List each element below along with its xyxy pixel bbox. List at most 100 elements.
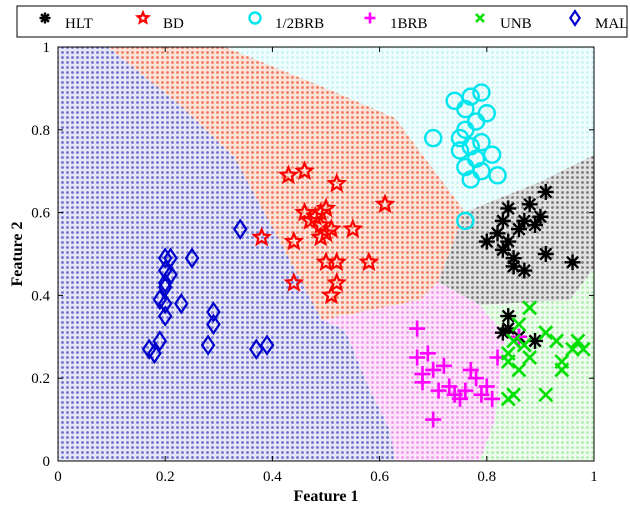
data-point: [374, 193, 396, 214]
series-unb: [500, 300, 591, 407]
data-point: [565, 341, 580, 357]
data-point: [554, 362, 570, 378]
data-point: [538, 387, 554, 403]
legend-label: 1BRB: [390, 16, 428, 32]
data-point: [457, 382, 474, 399]
data-point: [549, 333, 564, 349]
data-point: [482, 145, 502, 164]
data-point: [489, 225, 506, 242]
data-point: [409, 320, 426, 337]
data-point: [326, 172, 348, 193]
data-point: [522, 300, 538, 316]
data-point: [456, 211, 475, 231]
data-point: [522, 350, 538, 365]
data-point: [147, 342, 162, 365]
x-tick-label: 0.6: [370, 469, 389, 485]
y-tick-label: 0.8: [31, 123, 50, 139]
decision-regions: [58, 47, 594, 461]
data-points: [141, 83, 591, 428]
y-tick-label: 0.4: [31, 288, 50, 304]
x-tick-label: 0: [54, 469, 62, 485]
data-point: [425, 411, 442, 428]
data-point: [283, 272, 305, 292]
legend-label: MAL: [595, 16, 628, 32]
data-point: [206, 313, 221, 336]
data-point: [157, 305, 173, 327]
data-point: [462, 361, 479, 378]
series-mal: [141, 218, 275, 365]
data-point: [249, 338, 264, 360]
data-point: [326, 272, 348, 292]
data-point: [409, 349, 426, 366]
data-point: [500, 391, 516, 407]
data-point: [500, 233, 517, 250]
data-point: [200, 334, 216, 356]
legend-label: BD: [163, 16, 184, 32]
data-point: [564, 254, 581, 271]
series-1brb: [409, 320, 527, 428]
data-point: [450, 141, 470, 160]
data-point: [511, 316, 527, 332]
data-point: [494, 212, 511, 229]
data-point: [484, 390, 501, 407]
data-point: [506, 333, 522, 349]
legend-marker: [568, 9, 582, 27]
data-point: [294, 201, 315, 222]
data-point: [157, 247, 173, 269]
data-point: [259, 334, 275, 356]
data-point: [570, 333, 586, 349]
data-point: [157, 272, 173, 294]
data-point: [500, 200, 517, 217]
data-point: [478, 233, 495, 250]
data-point: [321, 284, 342, 305]
data-point: [511, 362, 527, 378]
data-point: [419, 345, 436, 362]
y-tick-label: 0.2: [31, 371, 50, 387]
data-point: [452, 390, 468, 407]
legend-label: HLT: [65, 16, 93, 32]
data-point: [527, 332, 544, 349]
data-point: [414, 374, 431, 391]
legend-marker: [39, 12, 51, 24]
legend-label: UNB: [500, 16, 532, 32]
plot-frame: [57, 46, 595, 462]
series-hlt: [478, 183, 581, 349]
data-point: [435, 357, 452, 374]
data-point: [278, 164, 299, 185]
axis-ticks: 0 0.2 0.4 0.6 0.8 1 0 0.2 0.4 0.6 0.8 1: [31, 40, 598, 485]
data-point: [575, 341, 591, 357]
data-point: [232, 218, 248, 240]
data-point: [461, 170, 480, 189]
y-tick-label: 1: [43, 40, 51, 56]
data-point: [500, 308, 517, 325]
series-bd: [251, 160, 396, 305]
legend-marker: [364, 12, 376, 24]
x-axis-label: Feature 1: [293, 488, 358, 505]
data-point: [184, 247, 200, 269]
region-bd: [108, 47, 465, 320]
data-point: [494, 241, 511, 258]
data-point: [488, 166, 507, 185]
y-axis-label: Feature 2: [9, 221, 26, 286]
data-point: [516, 262, 533, 279]
data-point: [521, 196, 538, 213]
data-point: [251, 226, 273, 247]
data-point: [500, 354, 516, 370]
y-tick-label: 0.6: [31, 206, 50, 222]
data-point: [342, 218, 364, 238]
data-point: [538, 325, 554, 341]
y-tick-label: 0: [43, 454, 51, 470]
region-mal: [58, 47, 395, 461]
data-point: [461, 87, 480, 106]
data-point: [157, 292, 173, 315]
x-tick-label: 0.8: [477, 469, 496, 485]
legend-marker: [475, 13, 485, 23]
data-point: [321, 218, 342, 238]
data-point: [283, 230, 305, 251]
data-point: [527, 217, 544, 234]
x-tick-label: 0.4: [263, 469, 282, 485]
x-tick-label: 0.2: [156, 469, 175, 485]
legend: HLT BD 1/2BRB 1BRB UNB MAL: [39, 9, 628, 32]
data-point: [468, 370, 485, 387]
